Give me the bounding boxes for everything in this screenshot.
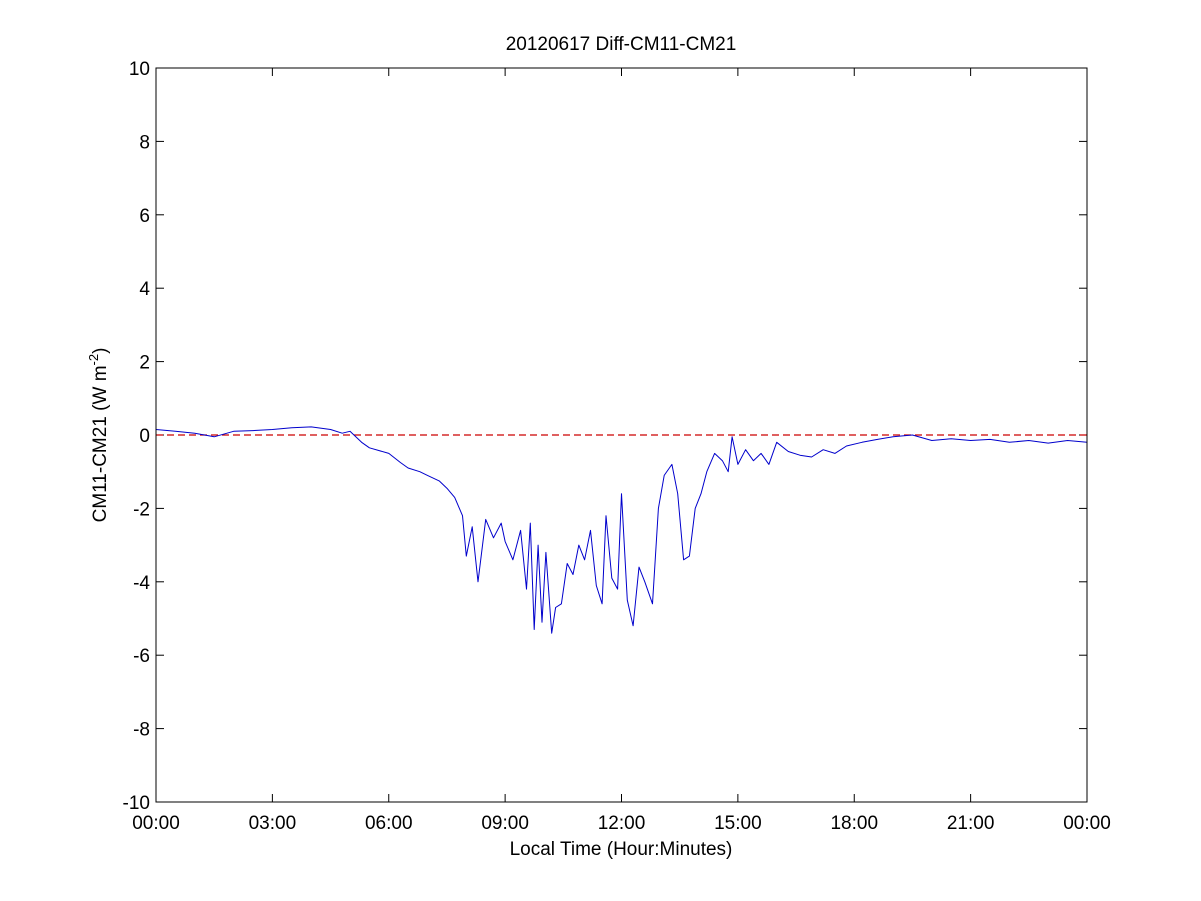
x-tick-label: 03:00 bbox=[249, 813, 297, 834]
y-axis-title-main: CM11-CM21 (W m bbox=[90, 365, 111, 522]
y-tick-label: 6 bbox=[139, 206, 150, 227]
x-tick-label: 00:00 bbox=[132, 813, 180, 834]
x-tick-label: 00:00 bbox=[1063, 813, 1111, 834]
x-axis-tick-labels: 00:00 03:00 06:00 09:00 12:00 15:00 18:00 21:00… bbox=[132, 813, 1111, 834]
y-tick-label: -8 bbox=[133, 720, 150, 741]
y-tick-label: -6 bbox=[133, 646, 150, 667]
y-tick-label: 10 bbox=[129, 59, 150, 80]
x-tick-label: 06:00 bbox=[365, 813, 413, 834]
y-tick-label: 0 bbox=[139, 426, 150, 447]
y-tick-label: -2 bbox=[133, 499, 150, 520]
x-axis-title: Local Time (Hour:Minutes) bbox=[510, 839, 733, 860]
y-tick-label: -10 bbox=[123, 793, 150, 814]
y-axis-tick-labels: 10 8 6 4 2 0 -2 -4 -6 -8 -10 bbox=[123, 59, 151, 814]
y-axis-title-superscript: -2 bbox=[86, 354, 101, 366]
y-tick-label: -4 bbox=[133, 573, 150, 594]
y-tick-label: 2 bbox=[139, 353, 150, 374]
y-axis-title-close: ) bbox=[90, 348, 111, 354]
x-tick-label: 15:00 bbox=[714, 813, 762, 834]
x-tick-label: 18:00 bbox=[830, 813, 878, 834]
series-line-diff-cm11-cm21 bbox=[155, 426, 1088, 634]
y-tick-label: 8 bbox=[139, 132, 150, 153]
y-tick-label: 4 bbox=[139, 279, 150, 300]
y-axis-title: CM11-CM21 (W m-2) bbox=[86, 348, 111, 523]
x-tick-label: 21:00 bbox=[947, 813, 995, 834]
x-tick-label: 12:00 bbox=[598, 813, 646, 834]
x-tick-label: 09:00 bbox=[481, 813, 529, 834]
plot-area bbox=[155, 67, 1088, 803]
chart-title: 20120617 Diff-CM11-CM21 bbox=[506, 34, 737, 55]
plot-frame bbox=[155, 67, 1088, 803]
